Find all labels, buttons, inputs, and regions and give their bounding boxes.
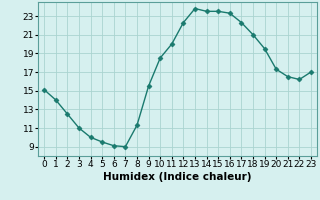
X-axis label: Humidex (Indice chaleur): Humidex (Indice chaleur) bbox=[103, 172, 252, 182]
